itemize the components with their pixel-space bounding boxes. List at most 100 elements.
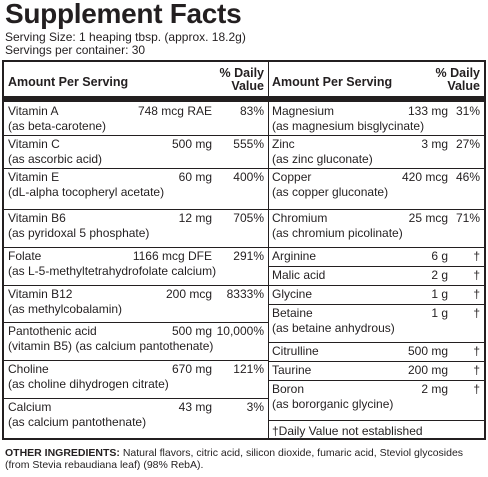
- nutrient-amount: 200 mcg: [165, 287, 212, 301]
- nutrient-daily-value: †: [473, 268, 480, 282]
- amount-per-serving-heading: Amount Per Serving: [272, 75, 393, 89]
- nutrient-row: Betaine 1 g † (as betaine anhydrous): [268, 304, 484, 343]
- daily-value-heading: % Daily Value: [219, 66, 264, 93]
- nutrient-row: Vitamin E 60 mg 400% (dL-alpha tocopheryl a…: [4, 168, 268, 210]
- panel-title: Supplement Facts: [5, 0, 242, 29]
- nutrient-amount: 12 mg: [178, 211, 212, 225]
- nutrient-source: (as chromium picolinate): [272, 226, 403, 240]
- nutrient-name: Calcium: [8, 400, 52, 414]
- daily-value-heading: % Daily Value: [435, 66, 480, 93]
- nutrient-amount: 1166 mcg DFE: [132, 249, 212, 263]
- nutrient-source: (as ascorbic acid): [8, 152, 103, 166]
- nutrient-daily-value: 705%: [233, 211, 264, 225]
- nutrient-name: Boron: [272, 382, 305, 396]
- nutrient-source: (as pyridoxal 5 phosphate): [8, 226, 150, 240]
- nutrient-row: Vitamin A 748 mcg RAE 83% (as beta-carotene…: [4, 102, 268, 136]
- nutrient-row: Citrulline 500 mg †: [268, 342, 484, 362]
- nutrient-row: Boron 2 mg † (as bororganic glycine): [268, 380, 484, 421]
- nutrient-amount: 2 g: [431, 268, 448, 282]
- nutrient-amount: 1 g: [431, 287, 448, 301]
- nutrient-amount: 133 mg: [407, 104, 448, 118]
- nutrient-row: Magnesium 133 mg 31% (as magnesium bisglyci…: [268, 102, 484, 136]
- nutrient-amount: 500 mg: [171, 324, 212, 338]
- nutrient-row: Vitamin B12 200 mcg 8333% (as methylcobalam…: [4, 285, 268, 323]
- nutrient-amount: 6 g: [431, 249, 448, 263]
- nutrient-name: Vitamin C: [8, 137, 60, 151]
- nutrient-name: Vitamin B6: [8, 211, 66, 225]
- servings-per-container: Servings per container: 30: [5, 43, 146, 57]
- nutrient-amount: 1 g: [431, 306, 448, 320]
- nutrient-source: (as calcium pantothenate): [8, 415, 147, 429]
- nutrient-amount: 420 mcg: [401, 170, 448, 184]
- nutrient-amount: 200 mg: [407, 363, 448, 377]
- nutrient-name: Pantothenic acid: [8, 324, 97, 338]
- amount-per-serving-heading: Amount Per Serving: [8, 75, 129, 89]
- nutrient-amount: 500 mg: [407, 344, 448, 358]
- nutrient-row: Glycine 1 g †: [268, 285, 484, 305]
- left-column: Amount Per Serving % Daily Value Vitamin …: [4, 62, 268, 438]
- nutrient-daily-value: 83%: [239, 104, 264, 118]
- nutrient-source: (dL-alpha tocopheryl acetate): [8, 185, 165, 199]
- nutrient-source: (as L-5-methyltetrahydrofolate calcium): [8, 264, 217, 278]
- right-column: Amount Per Serving % Daily Value †Daily V…: [268, 62, 484, 438]
- nutrient-row: Malic acid 2 g †: [268, 266, 484, 286]
- nutrient-daily-value: †: [473, 249, 480, 263]
- nutrient-row: Calcium 43 mg 3% (as calcium pantothenate): [4, 398, 268, 438]
- nutrient-daily-value: 3%: [246, 400, 264, 414]
- nutrient-name: Taurine: [272, 363, 312, 377]
- nutrient-amount: 43 mg: [178, 400, 212, 414]
- right-column-header: Amount Per Serving % Daily Value: [268, 62, 484, 102]
- nutrient-daily-value: 8333%: [226, 287, 264, 301]
- nutrient-row: Vitamin B6 12 mg 705% (as pyridoxal 5 phosp…: [4, 209, 268, 248]
- nutrient-source: (as bororganic glycine): [272, 397, 394, 411]
- nutrient-source: (as betaine anhydrous): [272, 321, 395, 335]
- nutrient-name: Chromium: [272, 211, 328, 225]
- nutrient-daily-value: †: [473, 363, 480, 377]
- nutrient-name: Choline: [8, 362, 49, 376]
- nutrient-daily-value: 555%: [233, 137, 264, 151]
- nutrient-name: Vitamin B12: [8, 287, 73, 301]
- nutrient-daily-value: 10,000%: [216, 324, 264, 338]
- nutrient-row: Copper 420 mcg 46% (as copper gluconate): [268, 168, 484, 210]
- nutrient-daily-value: †: [473, 306, 480, 320]
- nutrient-name: Glycine: [272, 287, 313, 301]
- daily-value-footnote: †Daily Value not established: [272, 424, 423, 438]
- nutrient-daily-value: 27%: [455, 137, 480, 151]
- nutrient-source: (as choline dihydrogen citrate): [8, 377, 169, 391]
- nutrient-name: Vitamin A: [8, 104, 59, 118]
- nutrient-source: (as beta-carotene): [8, 119, 107, 133]
- nutrient-daily-value: 400%: [233, 170, 264, 184]
- nutrient-amount: 3 mg: [421, 137, 448, 151]
- nutrient-name: Malic acid: [272, 268, 326, 282]
- other-ingredients-text: Natural flavors, citric acid, silicon di…: [5, 447, 464, 471]
- nutrient-daily-value: 71%: [455, 211, 480, 225]
- other-ingredients-label: OTHER INGREDIENTS:: [5, 447, 120, 459]
- nutrient-source: (as zinc gluconate): [272, 152, 373, 166]
- nutrient-amount: 2 mg: [421, 382, 448, 396]
- nutrient-row: Arginine 6 g †: [268, 247, 484, 267]
- nutrient-amount: 60 mg: [178, 170, 212, 184]
- nutrient-source: (as copper gluconate): [272, 185, 389, 199]
- nutrient-row: Vitamin C 500 mg 555% (as ascorbic acid): [4, 135, 268, 169]
- nutrient-amount: 25 mcg: [408, 211, 448, 225]
- nutrient-amount: 500 mg: [171, 137, 212, 151]
- nutrient-source: (vitamin B5) (as calcium pantothenate): [8, 339, 214, 353]
- nutrient-daily-value: †: [473, 344, 480, 358]
- nutrient-source: (as methylcobalamin): [8, 302, 123, 316]
- nutrient-daily-value: 31%: [455, 104, 480, 118]
- column-divider: [268, 62, 269, 438]
- nutrient-name: Copper: [272, 170, 312, 184]
- nutrient-daily-value: 46%: [455, 170, 480, 184]
- nutrient-name: Zinc: [272, 137, 295, 151]
- nutrient-name: Betaine: [272, 306, 313, 320]
- nutrient-name: Folate: [8, 249, 42, 263]
- nutrient-amount: 748 mcg RAE: [137, 104, 212, 118]
- supplement-facts-table: Amount Per Serving % Daily Value Vitamin …: [2, 60, 486, 440]
- nutrient-source: (as magnesium bisglycinate): [272, 119, 425, 133]
- other-ingredients: OTHER INGREDIENTS: Natural flavors, citr…: [5, 447, 485, 471]
- nutrient-row: Zinc 3 mg 27% (as zinc gluconate): [268, 135, 484, 169]
- nutrient-name: Magnesium: [272, 104, 335, 118]
- nutrient-row: Choline 670 mg 121% (as choline dihydrogen …: [4, 360, 268, 399]
- serving-size: Serving Size: 1 heaping tbsp. (approx. 1…: [5, 30, 246, 44]
- nutrient-daily-value: 121%: [233, 362, 264, 376]
